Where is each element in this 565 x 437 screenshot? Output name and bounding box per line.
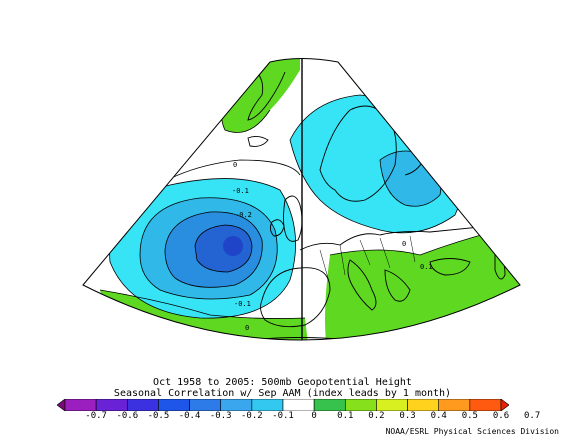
- colorbar-tick-label: 0.3: [399, 411, 416, 421]
- colorbar-swatch: [158, 399, 190, 411]
- colorbar-swatch: [407, 399, 440, 411]
- map-sector-outline: [82, 58, 521, 341]
- coastline-iceland: [247, 135, 269, 147]
- chart-subtitle: Seasonal Correlation w/ Sep AAM (index l…: [113, 388, 452, 399]
- colorbar-tick-label: -0.6: [116, 411, 139, 421]
- colorbar-tick-label: 0.4: [430, 411, 447, 421]
- coastline-british-isles: [283, 195, 303, 242]
- contour-label: 0.1: [420, 263, 433, 271]
- colorbar-tick-label: -0.1: [272, 411, 294, 421]
- negative-region-atlantic-core: [223, 236, 243, 256]
- colorbar-tick-label: -0.3: [209, 411, 232, 421]
- contour-label: -0.2: [235, 211, 252, 219]
- border-lines: [319, 235, 416, 286]
- contour-label: -0.1: [232, 187, 249, 195]
- coastline-italy: [347, 259, 377, 311]
- colorbar-swatch: [64, 399, 97, 411]
- colorbar-swatch: [95, 399, 128, 411]
- colorbar-tick-label: -0.7: [85, 411, 107, 421]
- colorbar-tick-label: -0.2: [241, 411, 263, 421]
- colorbar-tick-label: 0: [311, 411, 317, 421]
- colorbar-tick-label: 0.6: [492, 411, 510, 421]
- contour-label: -0.1: [234, 300, 251, 308]
- colorbar-tick-label: -0.4: [178, 411, 201, 421]
- colorbar-arrow-high: [500, 399, 509, 411]
- colorbar-swatch: [344, 399, 377, 411]
- colorbar-swatch: [189, 399, 222, 411]
- colorbar: [57, 399, 509, 411]
- coastline-balkans: [384, 269, 411, 302]
- coastline-europe: [299, 224, 501, 251]
- colorbar-swatch: [376, 399, 408, 411]
- colorbar-arrow-low: [57, 399, 66, 411]
- coastline-black-sea: [429, 258, 471, 276]
- credit-text: NOAA/ESRL Physical Sciences Division: [385, 427, 559, 436]
- colorbar-tick-label: 0.2: [368, 411, 385, 421]
- contour-label: 0: [402, 240, 406, 248]
- coastline-scandinavia: [319, 105, 397, 202]
- coastline-iberia: [260, 267, 331, 328]
- contour-label: 0: [245, 324, 249, 332]
- colorbar-swatch: [438, 399, 471, 411]
- coastline-ireland: [269, 219, 285, 237]
- colorbar-swatch: [469, 399, 502, 411]
- contour-line: [164, 211, 263, 288]
- positive-region-southwest: [100, 290, 310, 340]
- contour-label: 0: [233, 161, 237, 169]
- colorbar-tick-label: -0.5: [147, 411, 170, 421]
- positive-region-southeast: [325, 230, 520, 340]
- colorbar-swatch: [220, 399, 253, 411]
- contour-line: [139, 197, 278, 300]
- colorbar-tick-label: 0.5: [461, 411, 478, 421]
- colorbar-swatch: [126, 399, 159, 411]
- contour-line: [194, 224, 253, 273]
- colorbar-tick-label: 0.1: [337, 411, 354, 421]
- contour-line: [329, 229, 501, 256]
- contour-line: [289, 94, 462, 234]
- chart-title: Oct 1958 to 2005: 500mb Geopotential Hei…: [153, 377, 412, 388]
- colorbar-swatch: [313, 399, 346, 411]
- contour-line: [99, 289, 306, 319]
- colorbar-swatch: [251, 399, 284, 411]
- colorbar-swatch: [282, 399, 315, 411]
- coastline-greenland: [247, 69, 286, 121]
- colorbar-tick-label: 0.7: [524, 411, 541, 421]
